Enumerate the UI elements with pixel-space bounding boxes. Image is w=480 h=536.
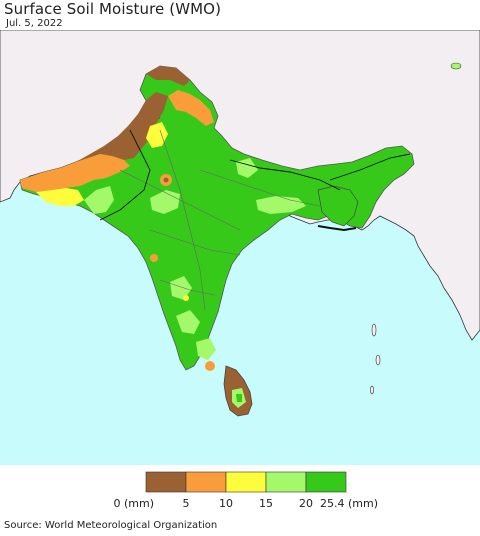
small-island — [450, 62, 462, 70]
yellow-hotspot-1 — [183, 295, 189, 301]
bangladesh-region — [317, 185, 359, 227]
dry-zone-north — [146, 66, 190, 86]
lightgreen-patch-5 — [170, 276, 192, 300]
soil-moisture-map — [0, 30, 480, 465]
lightgreen-patch-7 — [196, 338, 216, 360]
legend-swatch-4 — [305, 471, 347, 493]
state-borders — [119, 129, 321, 311]
brown-hotspot-1 — [163, 177, 169, 183]
sri-lanka-moist-core — [236, 394, 242, 402]
orange-belt-north — [168, 90, 214, 126]
legend-swatch-0 — [145, 471, 187, 493]
lightgreen-patch-6 — [176, 310, 200, 334]
legend-swatch-1 — [185, 471, 227, 493]
legend-swatch-2 — [225, 471, 267, 493]
andaman-islands — [370, 323, 381, 395]
yellow-patch-sindh — [36, 188, 84, 206]
source-credit: Source: World Meteorological Organizatio… — [4, 520, 218, 531]
legend-tick-4: 20 — [299, 497, 313, 510]
legend-tick-0: 0 (mm) — [113, 497, 154, 510]
legend-tick-5: 25.4 (mm) — [320, 497, 378, 510]
dry-zone-pakistan — [76, 92, 168, 162]
legend-tick-2: 10 — [219, 497, 233, 510]
orange-hotspot-2 — [150, 254, 158, 262]
country-borders — [99, 129, 411, 221]
legend-tick-3: 15 — [259, 497, 273, 510]
yellow-patch-punjab — [146, 122, 168, 148]
map-date: Jul. 5, 2022 — [6, 18, 63, 29]
orange-belt-west — [20, 154, 130, 192]
legend-tick-1: 5 — [183, 497, 190, 510]
legend-swatch-3 — [265, 471, 307, 493]
orange-hotspot-3 — [205, 361, 215, 371]
lightgreen-patch-1 — [84, 186, 114, 214]
coastline-dark — [317, 225, 357, 232]
map-title: Surface Soil Moisture (WMO) — [4, 0, 222, 18]
legend: 0 (mm) 5 10 15 20 25.4 (mm) — [113, 471, 378, 510]
